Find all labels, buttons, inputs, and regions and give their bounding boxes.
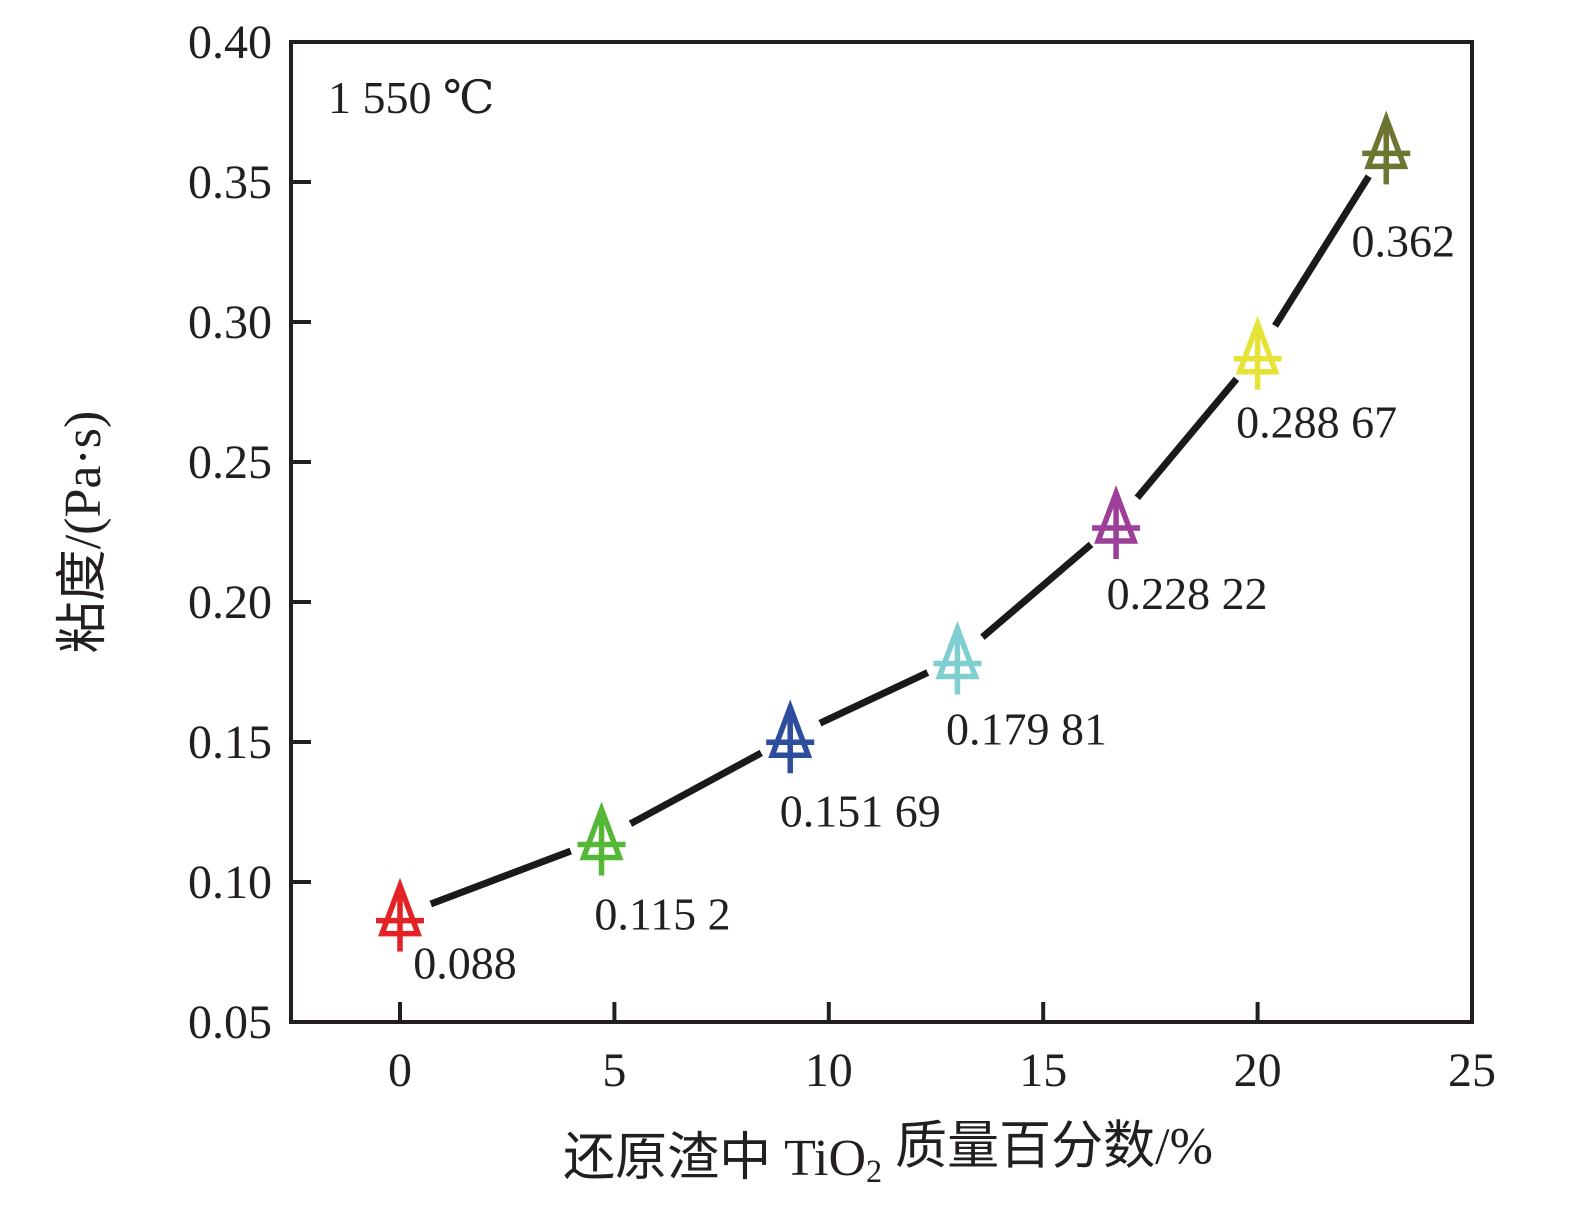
x-tick-label: 15 <box>1019 1044 1067 1097</box>
axes-layer: 0 5 10 15 20 25 0.05 0.10 0.15 0.20 0.25 0.30 0.35 0.… <box>188 16 1496 1097</box>
data-point-label: 0.362 <box>1351 215 1455 266</box>
data-point-label: 0.179 81 <box>946 704 1107 755</box>
data-point-label: 0.115 2 <box>594 888 730 939</box>
x-tick-label: 25 <box>1448 1044 1496 1097</box>
triangle-marker <box>1092 485 1141 559</box>
y-tick-label: 0.35 <box>188 156 272 209</box>
y-axis-title: 粘度/(Pa·s) <box>55 411 112 654</box>
data-point-label: 0.228 22 <box>1107 568 1268 619</box>
temperature-annotation: 1 550 ℃ <box>328 72 494 123</box>
data-series-layer <box>367 110 1420 952</box>
x-tick-label: 5 <box>602 1044 626 1097</box>
data-point-label: 0.088 <box>413 938 517 989</box>
x-tick-label: 10 <box>805 1044 853 1097</box>
triangle-marker <box>933 620 982 695</box>
y-tick-label: 0.15 <box>188 716 272 769</box>
x-axis-title: 还原渣中 TiO2 质量百分数/% <box>563 1119 1213 1189</box>
triangle-marker <box>1362 110 1411 185</box>
y-tick-label: 0.40 <box>188 16 272 69</box>
y-tick-label: 0.20 <box>188 576 272 629</box>
triangle-marker <box>766 699 815 774</box>
data-point-label: 0.288 67 <box>1236 397 1397 448</box>
data-labels-layer: 0.088 0.115 2 0.151 690.179 81 0.228 22 0.28… <box>413 215 1455 988</box>
data-point-label: 0.151 69 <box>780 785 941 836</box>
triangle-marker <box>376 877 424 952</box>
plot-frame <box>289 40 1474 1024</box>
triangle-marker <box>577 801 626 876</box>
x-tick-label: 20 <box>1234 1044 1282 1097</box>
x-tick-label: 0 <box>388 1044 412 1097</box>
y-tick-label: 0.25 <box>188 436 272 489</box>
y-tick-label: 0.30 <box>188 296 272 349</box>
triangle-marker <box>1233 315 1282 390</box>
y-tick-label: 0.05 <box>188 996 272 1049</box>
y-tick-label: 0.10 <box>188 856 272 909</box>
